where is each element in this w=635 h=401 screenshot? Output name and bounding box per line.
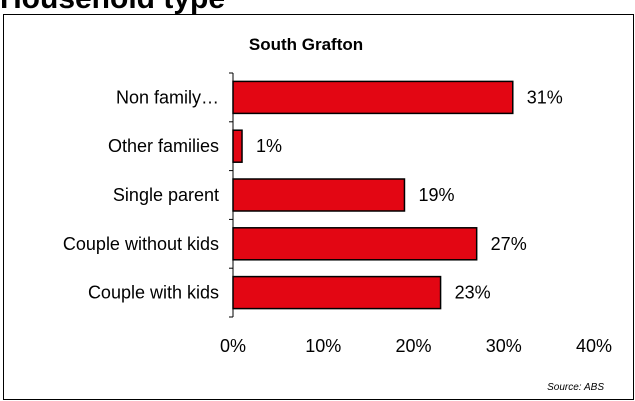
- category-label: Couple with kids: [88, 283, 219, 303]
- source-note: Source: ABS: [547, 382, 604, 393]
- value-label: 1%: [256, 136, 282, 156]
- x-tick-label: 0%: [220, 336, 246, 356]
- x-tick-label: 30%: [486, 336, 522, 356]
- page-heading: Household type: [0, 0, 225, 17]
- chart-title: South Grafton: [249, 35, 363, 54]
- chart-frame: South Grafton Non family… Other families S…: [3, 14, 634, 400]
- value-label: 19%: [418, 185, 454, 205]
- x-tick-label: 20%: [395, 336, 431, 356]
- bar: [232, 80, 514, 115]
- bar: [232, 275, 442, 310]
- bar: [232, 178, 406, 212]
- category-label: Single parent: [113, 185, 219, 205]
- value-label: 27%: [491, 234, 527, 254]
- x-tick-label: 40%: [576, 336, 612, 356]
- x-tick-label: 10%: [305, 336, 341, 356]
- category-label: Non family…: [116, 87, 219, 107]
- value-label: 23%: [455, 283, 491, 303]
- bars-group: [232, 80, 514, 310]
- y-axis-ticks: [229, 72, 233, 318]
- bar-chart: South Grafton Non family… Other families S…: [63, 35, 612, 393]
- x-axis-ticks: 0% 10% 20% 30% 40%: [220, 336, 612, 356]
- category-label: Couple without kids: [63, 234, 219, 254]
- bar: [232, 227, 478, 261]
- bar: [232, 129, 243, 163]
- value-labels: 31% 1% 19% 27% 23%: [256, 87, 563, 302]
- category-labels: Non family… Other families Single parent Co…: [63, 87, 219, 302]
- category-label: Other families: [108, 136, 219, 156]
- value-label: 31%: [527, 87, 563, 107]
